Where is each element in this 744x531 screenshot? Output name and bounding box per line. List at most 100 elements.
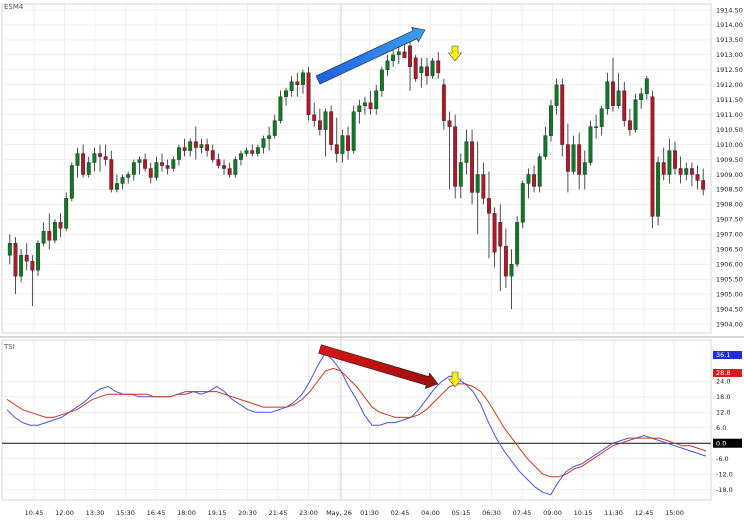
candle-body (329, 111, 334, 145)
x-tick-label: 12:45 (635, 509, 654, 517)
x-tick-label: 11:30 (604, 509, 623, 517)
x-tick-label: 15:00 (665, 509, 684, 517)
signal-value-badge (713, 369, 742, 377)
candle-body (627, 120, 632, 130)
candle-body (7, 243, 12, 256)
candle-body (470, 141, 475, 193)
indicator-panel-frame (1, 339, 712, 501)
candle-body (503, 246, 508, 277)
candle-body (160, 162, 164, 166)
zero-badge (713, 438, 742, 448)
tsi-value-badge (713, 351, 742, 359)
candle-body (481, 174, 486, 199)
x-tick-label: 09:00 (543, 509, 562, 517)
price-tick-label: 1910.00 (716, 141, 743, 149)
price-tick-label: 1905.00 (716, 290, 743, 298)
candle-body (368, 102, 373, 109)
candle-body (605, 81, 610, 109)
candle-body (306, 72, 311, 115)
x-tick-label: 13:30 (86, 509, 105, 517)
candle-body (582, 162, 587, 175)
axes: 10:45 12:00 13:30 15:30 16:45 18:00 19:15 20:30… (25, 6, 743, 517)
candle-body (13, 243, 18, 277)
candle-body (436, 60, 441, 73)
indicator-tick-label: 12.0 (716, 409, 730, 417)
candle-body (520, 183, 525, 223)
candle-body (374, 90, 379, 109)
candle-body (509, 264, 514, 277)
candle-body (560, 84, 565, 145)
candle-body (543, 135, 548, 157)
candle-body (19, 255, 24, 277)
price-panel-frame (1, 3, 712, 334)
candle-body (261, 138, 266, 148)
candle-body (86, 162, 91, 175)
price-tick-label: 1911.50 (716, 96, 743, 104)
candle-body (379, 69, 384, 91)
candle-body (143, 159, 148, 169)
price-tick-label: 1912.00 (716, 81, 743, 89)
candle-body (346, 135, 350, 151)
indicator-tick-label: 18.0 (716, 393, 730, 401)
tsi-series-line (6, 367, 707, 478)
candle-body (323, 111, 328, 130)
indicator-tick-label: -12.0 (716, 470, 733, 478)
candle-body (41, 231, 46, 244)
candle-body (475, 174, 480, 193)
price-trend-arrow (315, 26, 426, 85)
candle-body (295, 81, 300, 85)
candle-body (447, 120, 452, 127)
candle-body (701, 180, 706, 190)
candle-body (656, 162, 661, 217)
candle-body (199, 144, 204, 148)
candle-body (695, 174, 700, 181)
candle-body (554, 84, 559, 106)
candle-body (92, 153, 97, 163)
candle-body (565, 144, 570, 172)
candle-body (599, 108, 604, 127)
candle-body (154, 162, 159, 178)
candle-body (678, 168, 683, 175)
candle-body (492, 213, 497, 253)
candle-body (537, 156, 542, 187)
x-tick-label: 16:45 (147, 509, 166, 517)
price-signal-marker (447, 45, 463, 62)
candle-body (131, 162, 136, 175)
candle-body (611, 81, 615, 106)
candle-body (689, 168, 694, 175)
candle-body (312, 114, 317, 121)
price-tick-label: 1907.00 (716, 231, 743, 239)
candle-body (661, 162, 666, 175)
candle-body (396, 51, 401, 56)
candle-body (622, 90, 627, 121)
candle-body (673, 150, 677, 169)
candle-body (165, 165, 170, 169)
candle-body (385, 60, 390, 71)
price-tick-label: 1906.00 (716, 261, 743, 269)
zero-badge-label: 0.0 (716, 440, 726, 448)
candle-body (644, 78, 649, 94)
candle-body (233, 159, 238, 175)
indicator-signal-marker (447, 371, 463, 388)
x-tick-label: 12:00 (55, 509, 74, 517)
candle-body (515, 222, 520, 265)
candle-body (351, 111, 356, 151)
signal-value-label: 28.8 (716, 369, 730, 377)
candle-body (363, 102, 367, 106)
candle-body (289, 81, 294, 91)
indicator-tick-label: -6.0 (716, 455, 729, 463)
candle-body (114, 183, 119, 190)
candle-body (453, 126, 458, 187)
candle-body (430, 60, 435, 76)
candle-body (498, 222, 503, 247)
price-tick-label: 1906.50 (716, 246, 743, 254)
x-tick-label: 20:30 (238, 509, 257, 517)
price-tick-label: 1913.00 (716, 51, 743, 59)
price-tick-label: 1914.50 (716, 6, 743, 14)
candle-body (171, 159, 176, 169)
candle-body (272, 120, 277, 136)
candle-body (64, 198, 69, 229)
candle-body (210, 150, 215, 160)
candle-body (667, 150, 672, 175)
